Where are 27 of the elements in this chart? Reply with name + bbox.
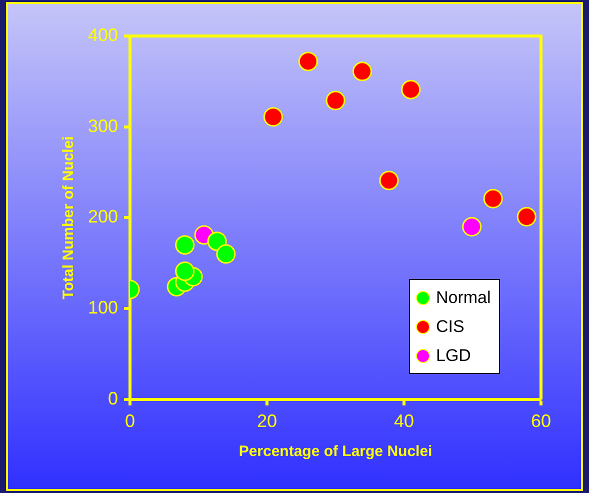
- y-tick-label: 200: [88, 206, 118, 227]
- point: [352, 62, 372, 82]
- y-tick-label: 0: [108, 388, 118, 408]
- point: [401, 80, 421, 100]
- point: [483, 188, 503, 208]
- point: [263, 107, 283, 127]
- y-tick-label: 400: [88, 24, 118, 45]
- point: [175, 235, 195, 255]
- point: [516, 207, 536, 227]
- x-tick-label: 20: [257, 411, 278, 432]
- y-axis-title: Total Number of Nuclei: [60, 136, 78, 300]
- point: [379, 170, 399, 190]
- x-tick-label: 60: [530, 411, 552, 432]
- y-tick-label: 300: [88, 116, 118, 136]
- point: [216, 244, 236, 264]
- legend-label: LGD: [436, 346, 471, 366]
- x-tick-label: 40: [394, 411, 414, 432]
- legend-label: CIS: [436, 316, 464, 337]
- x-tick-label: 0: [125, 411, 136, 432]
- point: [298, 52, 318, 72]
- point: [175, 262, 195, 282]
- x-axis-title: Percentage of Large Nuclei: [238, 443, 432, 460]
- point: [207, 232, 227, 252]
- legend-label: Normal: [436, 288, 491, 308]
- point: [326, 90, 346, 110]
- point: [462, 217, 482, 237]
- y-tick-label: 100: [88, 298, 118, 318]
